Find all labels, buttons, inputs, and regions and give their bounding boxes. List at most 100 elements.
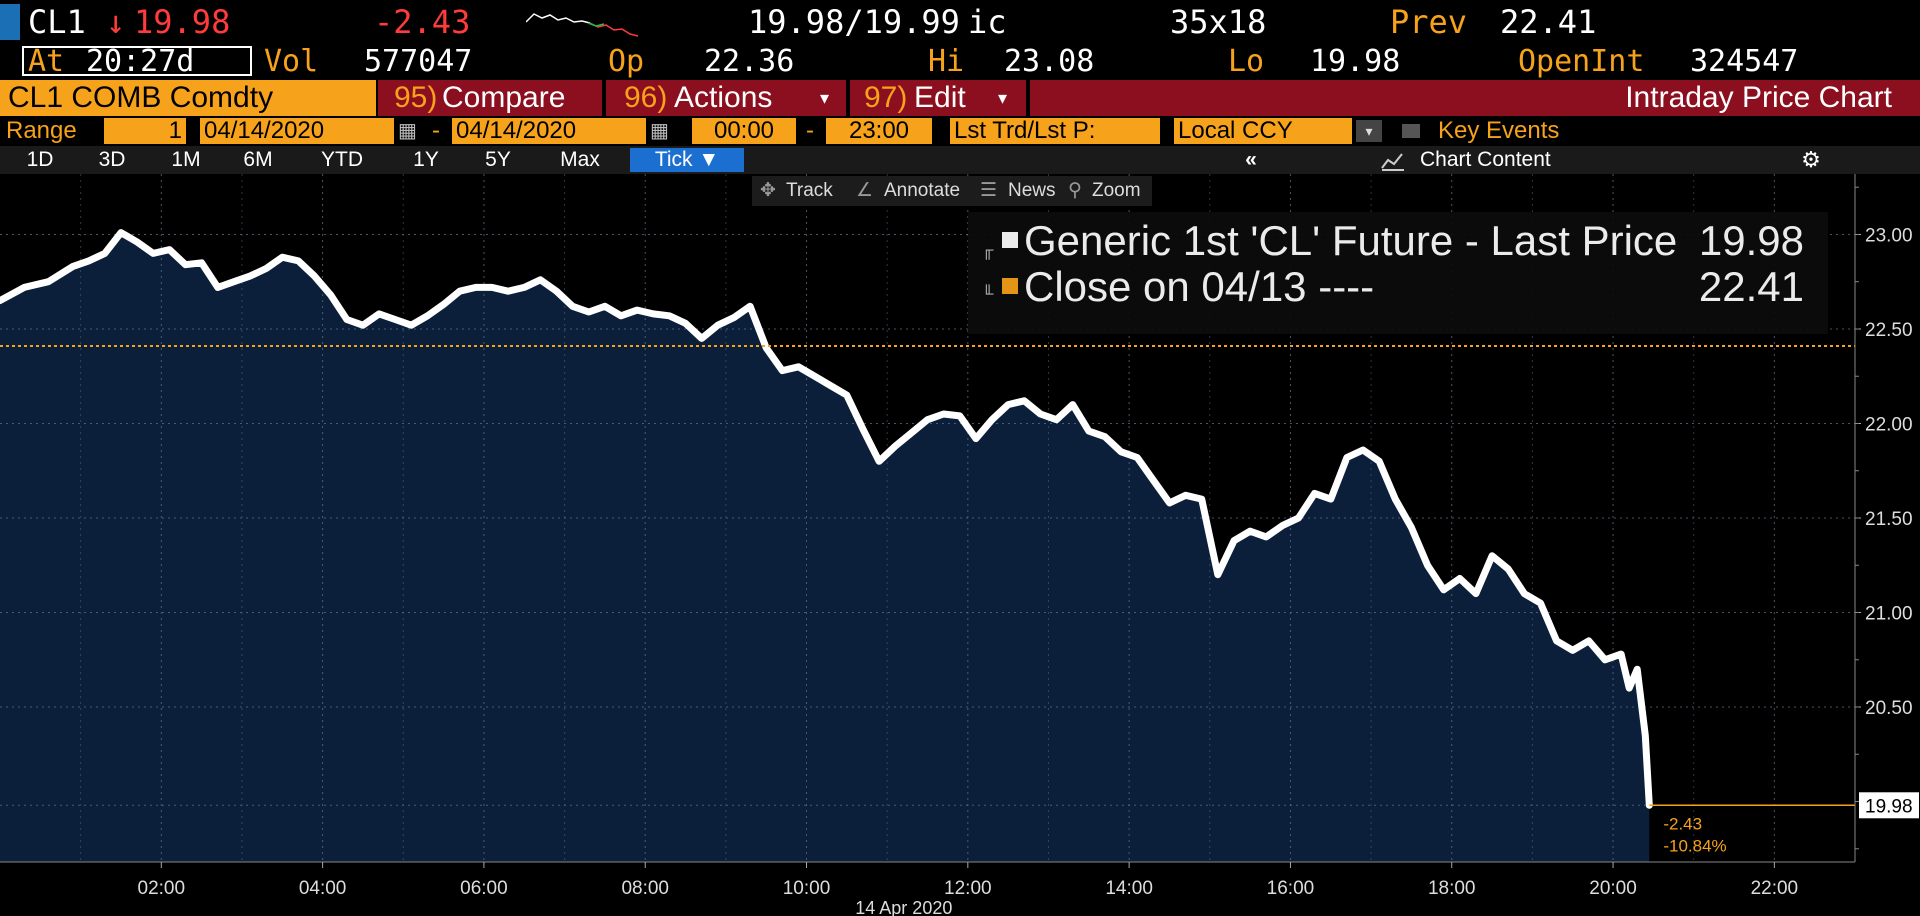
zoom-button[interactable]: Zoom (1092, 180, 1141, 201)
chart-content-label[interactable]: Chart Content (1420, 148, 1551, 171)
chart-legend: ╓ Generic 1st 'CL' Future - Last Price 1… (968, 212, 1828, 334)
x-tick-label: 08:00 (621, 878, 669, 899)
y-tick-label: 21.00 (1865, 604, 1913, 625)
chart-content-icon[interactable] (1380, 148, 1406, 172)
change-label: -2.43 (1663, 814, 1702, 833)
y-tick-label: 23.00 (1865, 225, 1913, 246)
currency-select[interactable]: Local CCY (1174, 118, 1352, 144)
sparkline-icon (526, 13, 639, 37)
tab-tick[interactable]: Tick ▼ (630, 148, 744, 172)
calendar-icon[interactable]: ▦ (398, 120, 417, 142)
x-tick-label: 18:00 (1428, 878, 1476, 899)
tab-ytd[interactable]: YTD (321, 148, 363, 171)
tab-5y[interactable]: 5Y (485, 148, 511, 171)
compare-num: 95) (394, 81, 438, 114)
legend-close-name: Close on 04/13 ---- (1024, 263, 1375, 310)
y-tick-label: 22.00 (1865, 414, 1913, 435)
x-tick-label: 06:00 (460, 878, 508, 899)
tab-1m[interactable]: 1M (171, 148, 201, 171)
news-button[interactable]: News (1008, 180, 1056, 201)
chart-toolbar: ✥ Track ∠ Annotate ☰ News ⚲ Zoom (752, 176, 1152, 206)
last-time: 20:27d (86, 44, 195, 79)
start-date-field[interactable]: 04/14/2020 (200, 118, 394, 144)
quote-stats: At 20:27d Vol 577047 Op 22.36 Hi 23.08 L… (0, 44, 1920, 80)
x-tick-label: 22:00 (1751, 878, 1799, 899)
end-date-field[interactable]: 04/14/2020 (452, 118, 646, 144)
tab-1y[interactable]: 1Y (413, 148, 439, 171)
price-area (0, 232, 1650, 863)
edit-button[interactable]: 97) Edit ▾ (850, 80, 1026, 116)
quote-header: CL1 ↓ 19.98 -2.43 19.98/19.99 ic 35x18 P… (0, 0, 1920, 44)
volume: 577047 (364, 44, 473, 79)
last-price-box (1859, 792, 1919, 819)
track-button[interactable]: Track (786, 180, 833, 201)
compare-label: Compare (442, 81, 566, 114)
annotate-button[interactable]: Annotate (884, 180, 961, 201)
compare-button[interactable]: 95) Compare (378, 80, 602, 116)
x-tick-label: 14:00 (1105, 878, 1153, 899)
end-time-field[interactable]: 23:00 (826, 118, 932, 144)
prev-close: 22.41 (1500, 3, 1597, 41)
last-price: 19.98 (134, 3, 231, 41)
calendar-icon[interactable]: ▦ (650, 120, 669, 142)
high-price: 23.08 (1004, 44, 1095, 79)
annotate-icon[interactable]: ∠ (856, 180, 874, 201)
range-bar: Range 1 04/14/2020 ▦ - 04/14/2020 ▦ 00:0… (0, 116, 1920, 146)
open-interest: 324547 (1690, 44, 1799, 79)
open-interest-label: OpenInt (1518, 44, 1645, 79)
bid-ask-suffix: ic (968, 3, 1007, 41)
change-percent-label: -10.84% (1663, 836, 1726, 855)
tab-1d[interactable]: 1D (26, 148, 54, 171)
actions-label: Actions (674, 81, 773, 114)
period-tabs: 1D 3D 1M 6M YTD 1Y 5Y Max Tick ▼ « Chart Conten… (0, 146, 1920, 174)
key-events-checkbox[interactable] (1402, 124, 1420, 138)
track-icon[interactable]: ✥ (760, 180, 776, 201)
page-title: Intraday Price Chart (1030, 80, 1920, 116)
prev-label: Prev (1390, 3, 1468, 41)
range-period[interactable]: 1 (104, 118, 186, 144)
date-label: 14 Apr 2020 (855, 898, 952, 916)
legend-swatch-white (1002, 232, 1018, 248)
at-label: At (28, 44, 65, 79)
news-icon[interactable]: ☰ (980, 180, 998, 201)
x-tick-label: 04:00 (299, 878, 347, 899)
x-tick-label: 16:00 (1267, 878, 1315, 899)
ticker: CL1 (28, 3, 86, 41)
low-label: Lo (1228, 44, 1265, 79)
zoom-icon[interactable]: ⚲ (1068, 180, 1082, 201)
actions-caret-icon: ▾ (820, 88, 830, 108)
x-tick-label: 20:00 (1589, 878, 1637, 899)
y-tick-label: 22.50 (1865, 320, 1913, 341)
actions-button[interactable]: 96) Actions ▾ (606, 80, 846, 116)
actions-num: 96) (624, 81, 668, 114)
open-price: 22.36 (704, 44, 795, 79)
high-label: Hi (928, 44, 965, 79)
tab-6m[interactable]: 6M (243, 148, 273, 171)
range-label: Range (6, 117, 77, 144)
down-arrow-icon: ↓ (106, 3, 126, 41)
low-price: 19.98 (1310, 44, 1401, 79)
security-field[interactable]: CL1 COMB Comdty (0, 80, 376, 116)
legend-close-value: 22.41 (1698, 263, 1804, 310)
legend-series-name: Generic 1st 'CL' Future - Last Price (1024, 217, 1678, 264)
edit-label: Edit (914, 81, 966, 114)
net-change: -2.43 (374, 3, 471, 41)
vol-label: Vol (264, 44, 319, 79)
tab-3d[interactable]: 3D (98, 148, 126, 171)
y-tick-label: 20.50 (1865, 698, 1913, 719)
y-tick-label: 21.50 (1865, 509, 1913, 530)
tab-max[interactable]: Max (560, 148, 600, 171)
legend-swatch-orange (1002, 278, 1018, 294)
currency-dropdown-icon[interactable]: ▾ (1356, 120, 1382, 142)
start-time-field[interactable]: 00:00 (692, 118, 796, 144)
legend-series-value: 19.98 (1698, 217, 1804, 264)
range-dash: - (432, 117, 440, 144)
collapse-icon[interactable]: « (1245, 148, 1257, 171)
bid-ask: 19.98/19.99 (748, 3, 960, 41)
settings-gear-icon[interactable]: ⚙ (1801, 147, 1821, 172)
price-field-select[interactable]: Lst Trd/Lst P: (950, 118, 1160, 144)
legend-bracket-icon: ╓ (982, 242, 994, 259)
time-dash: - (806, 117, 814, 144)
x-tick-label: 12:00 (944, 878, 992, 899)
key-events-label: Key Events (1438, 117, 1560, 144)
